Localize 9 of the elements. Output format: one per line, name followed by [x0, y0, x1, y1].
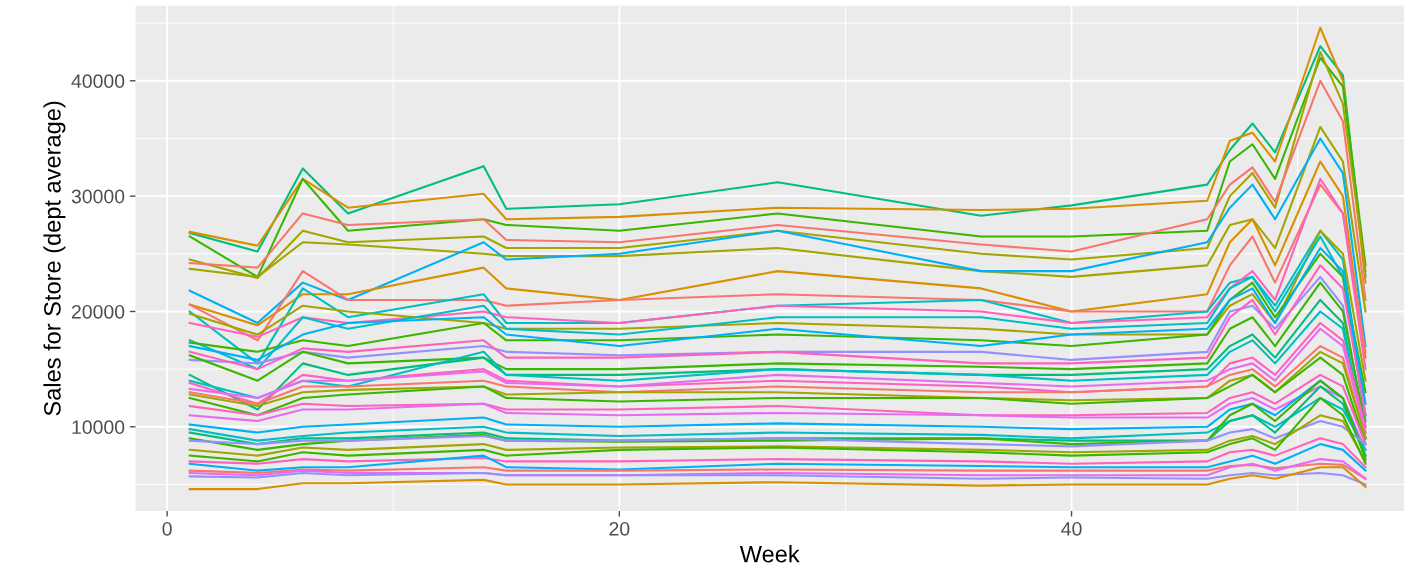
y-tick-label: 30000	[71, 189, 125, 204]
y-axis-title: Sales for Store (dept average)	[43, 101, 66, 416]
x-axis-title: Week	[739, 545, 800, 563]
x-tick-label: 0	[162, 521, 172, 536]
y-tick-label: 40000	[71, 74, 125, 89]
y-tick-label: 10000	[72, 420, 125, 435]
x-tick-label: 40	[1061, 521, 1082, 536]
y-tick-label: 20000	[71, 304, 125, 319]
x-tick-label: 20	[609, 521, 630, 536]
